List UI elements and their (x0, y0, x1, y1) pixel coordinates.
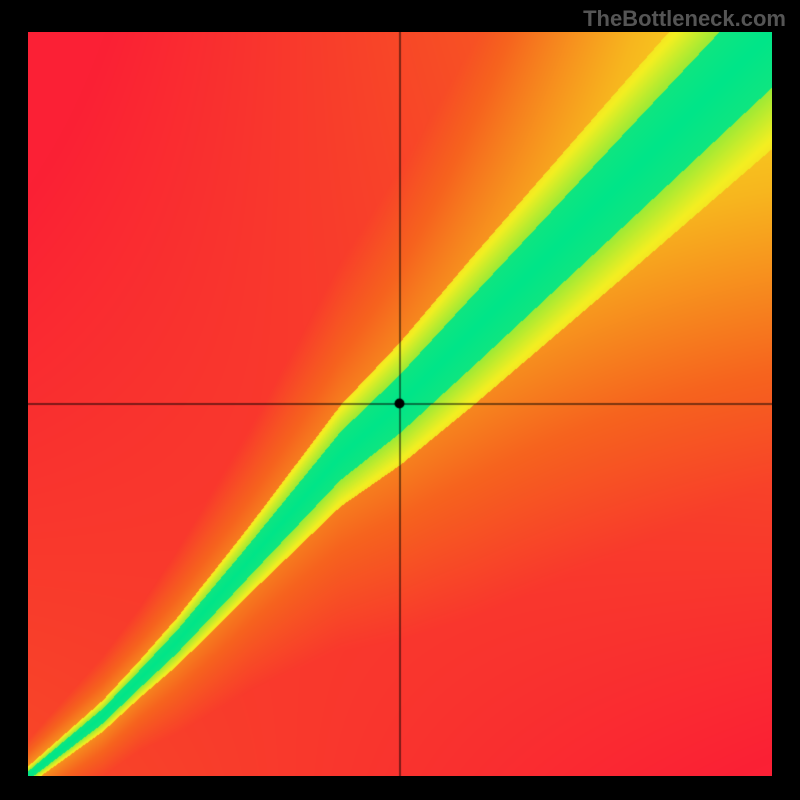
watermark-text: TheBottleneck.com (583, 6, 786, 32)
overlay-canvas (28, 32, 772, 776)
plot-area (28, 32, 772, 776)
chart-frame: TheBottleneck.com (0, 0, 800, 800)
